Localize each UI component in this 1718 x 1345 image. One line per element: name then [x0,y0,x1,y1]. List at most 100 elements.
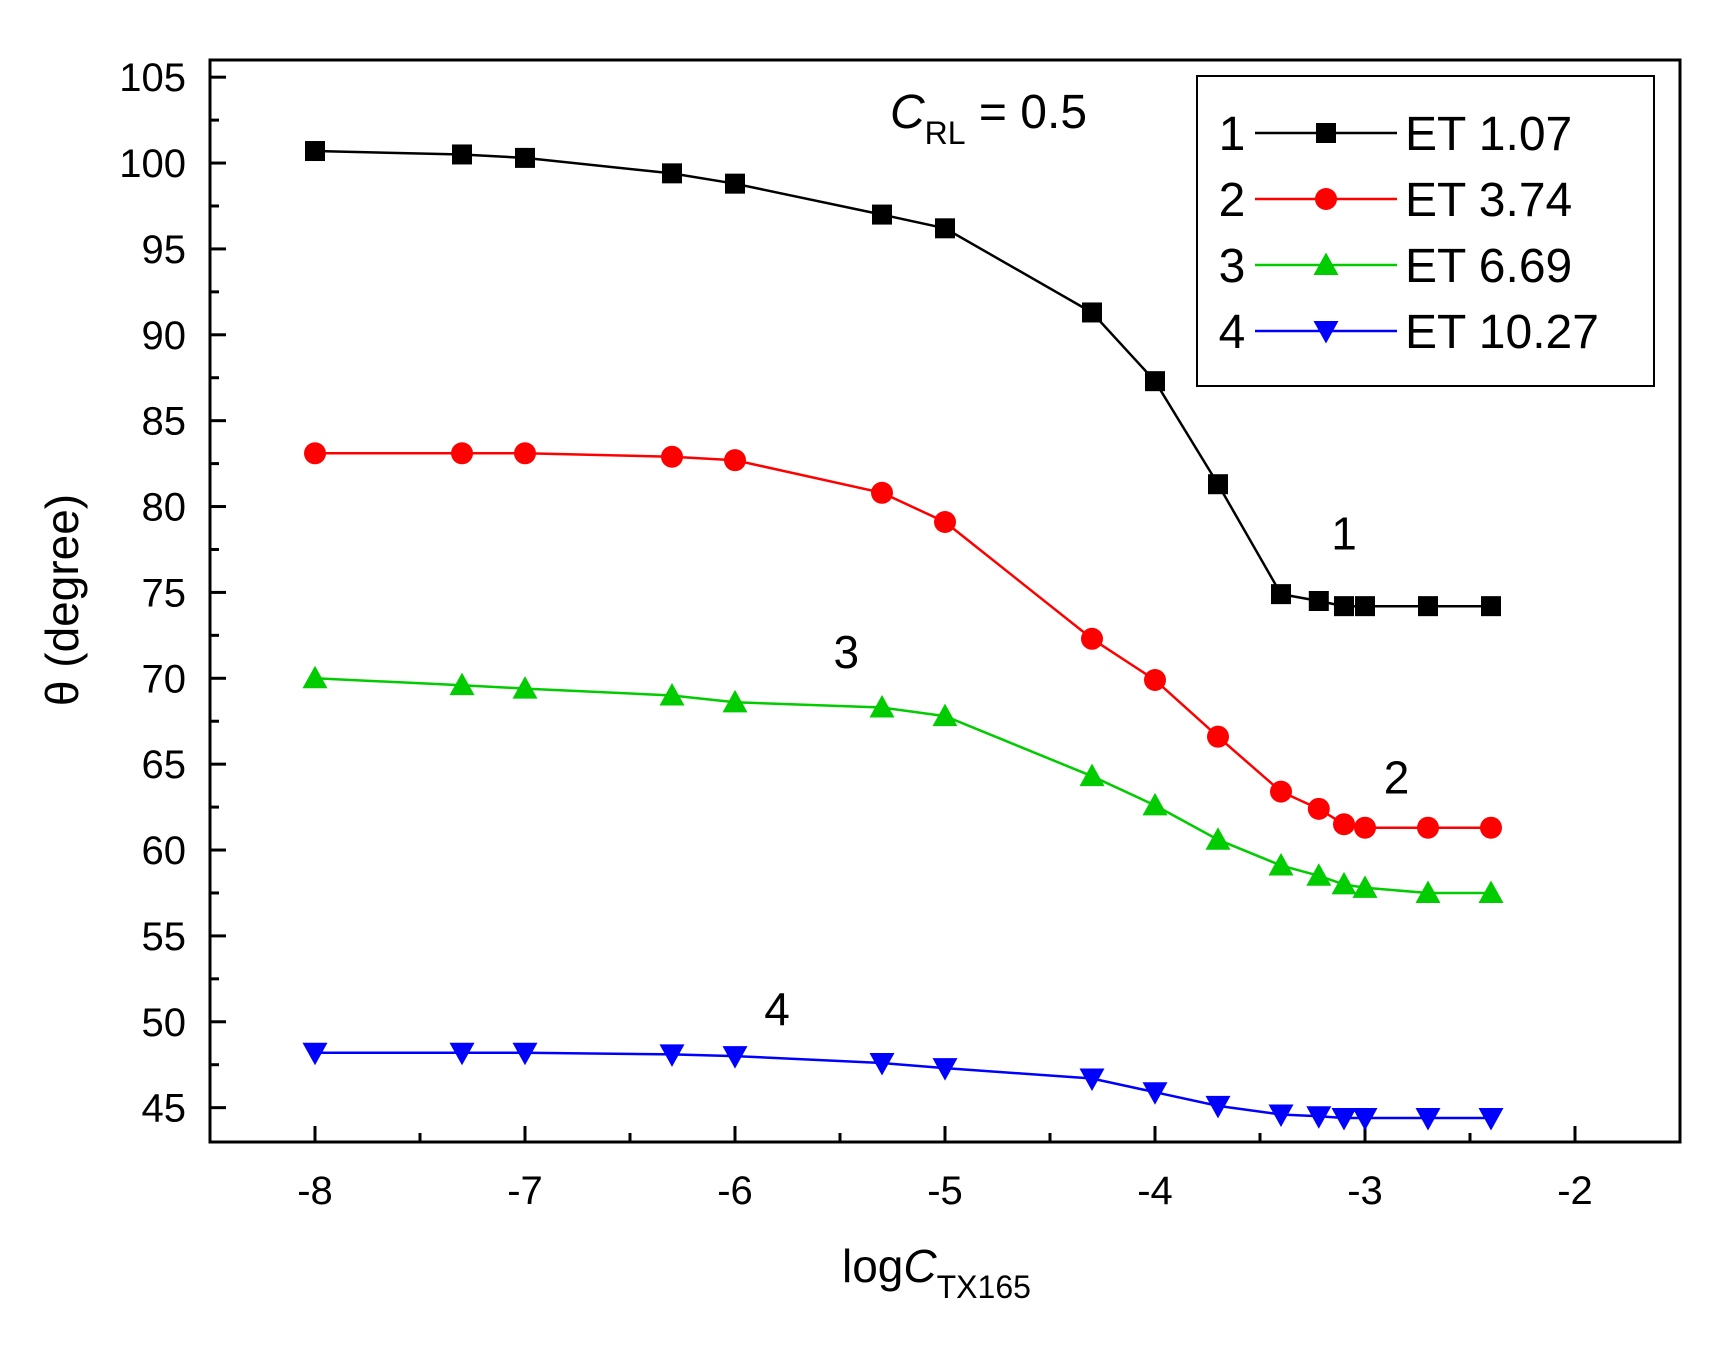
series-2-point [1144,669,1166,692]
series-2-point [661,445,683,468]
series-3-point [1331,871,1357,895]
series-line-2 [315,452,1491,829]
series-2-point [451,442,473,465]
annotation-rest: = 0.5 [966,86,1087,139]
series-3-point [1205,827,1231,850]
annotation-symbol: C [890,86,925,139]
series-1-point [872,204,892,225]
legend-number-1: 1 [1219,108,1246,161]
series-2-point [1270,780,1292,803]
series-2-point [871,481,893,504]
series-2-point [1354,816,1376,839]
legend: 1 ET 1.07 2 ET 3.74 3 ET 6.69 4 ET 10.27 [1196,75,1655,387]
legend-box [1196,75,1655,387]
series-1-point [515,147,535,168]
legend-label-1: ET 1.07 [1405,108,1572,161]
x-axis-title-symbol: C [903,1240,937,1292]
series-4-point [932,1058,958,1081]
series-3-point [1079,763,1105,787]
series-1-point [1208,474,1228,495]
series-3-point [722,689,748,713]
series-3-point [1268,852,1294,876]
y-axis-title: θ (degree) [36,494,88,706]
series-4-point [1331,1107,1357,1131]
legend-number-4: 4 [1219,306,1246,359]
curve-label-3: 3 [834,626,860,678]
series-4-point [869,1052,895,1076]
series-4-point [1205,1095,1231,1119]
legend-number-2: 2 [1219,174,1246,227]
series-4-point [449,1042,475,1066]
series-line-1 [314,149,1491,608]
series-4-point [1306,1106,1332,1129]
y-tick-label: 55 [142,915,187,959]
series-3-point [869,694,895,718]
series-4-point [722,1046,748,1069]
x-tick-label: -8 [297,1169,333,1213]
series-3-point [302,665,328,689]
x-tick-label: -4 [1137,1169,1173,1213]
series-1-point [1082,302,1102,323]
series-3-point [659,682,685,706]
series-1-point [1334,596,1354,617]
series-4-point [302,1042,328,1066]
x-axis-title: logCTX165 [842,1240,1031,1305]
series-3-point [1415,880,1441,903]
y-tick-label: 45 [142,1087,187,1131]
y-tick-label: 70 [142,657,187,701]
series-4-point [1142,1082,1168,1105]
legend-marker-2 [1315,188,1337,210]
series-1-point [1355,596,1375,617]
series-3-point [932,703,958,727]
series-4-point [1268,1104,1294,1128]
series-2-point [304,442,326,465]
series-1-point [452,144,472,165]
series-1-point [1271,584,1291,605]
curve-label-4: 4 [764,983,790,1035]
series-1-point [662,163,682,184]
series-3-point [449,672,475,696]
y-tick-label: 80 [142,486,187,530]
series-3-point [1478,880,1504,903]
series-4-point [1415,1107,1441,1131]
x-tick-label: -2 [1557,1169,1593,1213]
curve-label-2: 2 [1384,751,1410,803]
series-2-point [1480,816,1502,839]
x-axis-title-prefix: log [842,1240,903,1292]
legend-marker-1 [1316,123,1336,143]
y-tick-label: 75 [142,571,187,615]
series-3-point [512,676,538,699]
legend-marker-3 [1313,252,1339,275]
x-tick-label: -7 [507,1169,543,1213]
series-2-point [514,442,536,465]
series-1-point [935,218,955,239]
series-4-point [1352,1107,1378,1131]
series-2-point [1417,816,1439,839]
series-3-point [1142,792,1168,816]
x-tick-label: -6 [717,1169,753,1213]
series-1-point [1308,591,1329,611]
x-tick-label: -3 [1347,1169,1383,1213]
series-line-4 [315,1051,1491,1120]
y-tick-label: 90 [142,314,187,358]
legend-number-3: 3 [1219,240,1246,293]
series-layer [302,141,1504,1131]
legend-label-2: ET 3.74 [1405,174,1572,227]
series-4-point [512,1042,538,1066]
y-tick-label: 100 [119,142,186,186]
legend-label-4: ET 10.27 [1405,306,1599,359]
series-4-point [1478,1107,1504,1131]
y-tick-label: 60 [142,829,187,873]
series-2-point [1307,797,1330,820]
series-4-point [659,1044,685,1067]
series-2-point [724,449,746,472]
series-2-point [1081,627,1103,650]
legend-label-3: ET 6.69 [1405,240,1572,293]
y-tick-label: 50 [142,1001,187,1045]
series-line-3 [314,677,1491,895]
series-2-point [1207,725,1229,748]
series-1-point [1418,596,1438,617]
series-2-point [934,510,956,533]
series-3-point [1352,875,1378,898]
